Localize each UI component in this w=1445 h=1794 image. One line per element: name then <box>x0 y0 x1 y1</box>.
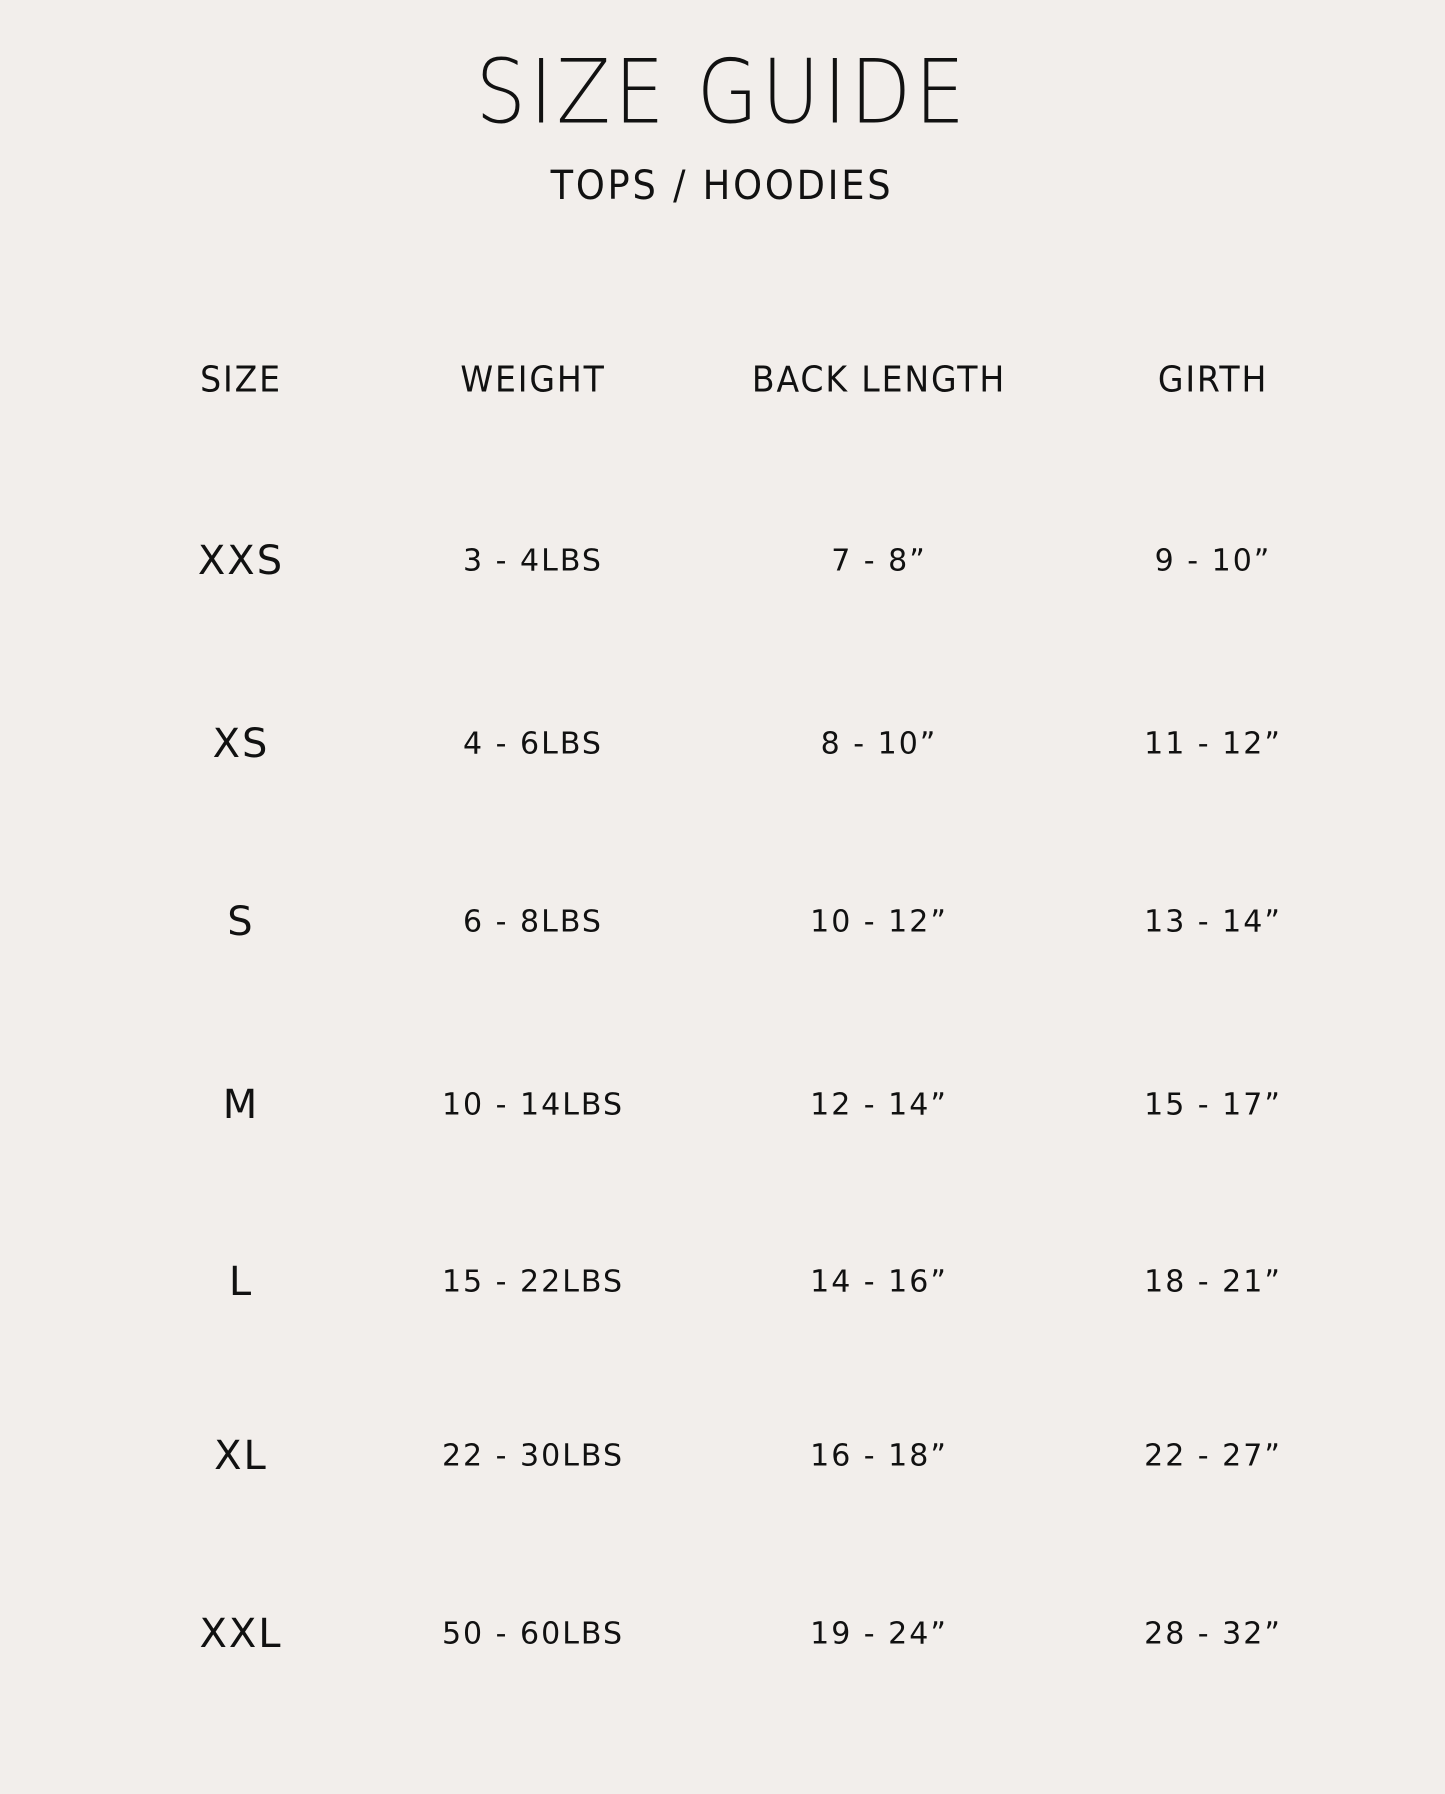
column-header-weight: WEIGHT <box>460 359 606 401</box>
cell-weight: 3 - 4LBS <box>463 543 603 579</box>
cell-girth: 9 - 10” <box>1154 543 1272 579</box>
cell-weight: 22 - 30LBS <box>441 1438 625 1474</box>
cell-size: M <box>222 1082 260 1128</box>
cell-weight: 10 - 14LBS <box>441 1087 625 1123</box>
cell-weight: 6 - 8LBS <box>463 904 603 940</box>
cell-girth: 11 - 12” <box>1144 726 1282 762</box>
cell-back-length: 7 - 8” <box>831 543 927 579</box>
cell-girth: 13 - 14” <box>1144 904 1282 940</box>
cell-size: XXS <box>197 538 285 584</box>
page-title: SIZE GUIDE <box>475 40 969 144</box>
cell-size: XXL <box>199 1611 283 1657</box>
cell-back-length: 12 - 14” <box>810 1087 948 1123</box>
cell-weight: 50 - 60LBS <box>441 1616 625 1652</box>
cell-size: L <box>228 1259 254 1305</box>
cell-back-length: 8 - 10” <box>820 726 938 762</box>
page-subtitle: TOPS / HOODIES <box>550 163 894 209</box>
cell-back-length: 19 - 24” <box>810 1616 948 1652</box>
cell-size: S <box>227 899 255 945</box>
cell-girth: 18 - 21” <box>1144 1264 1282 1300</box>
cell-back-length: 16 - 18” <box>810 1438 948 1474</box>
cell-weight: 4 - 6LBS <box>463 726 603 762</box>
cell-girth: 28 - 32” <box>1144 1616 1282 1652</box>
cell-weight: 15 - 22LBS <box>441 1264 625 1300</box>
cell-size: XL <box>214 1433 268 1479</box>
column-header-girth: GIRTH <box>1157 359 1269 401</box>
cell-back-length: 10 - 12” <box>810 904 948 940</box>
cell-back-length: 14 - 16” <box>810 1264 948 1300</box>
column-header-size: SIZE <box>200 359 282 401</box>
cell-size: XS <box>212 721 270 767</box>
cell-girth: 22 - 27” <box>1144 1438 1282 1474</box>
column-header-back-length: BACK LENGTH <box>751 359 1007 401</box>
cell-girth: 15 - 17” <box>1144 1087 1282 1123</box>
